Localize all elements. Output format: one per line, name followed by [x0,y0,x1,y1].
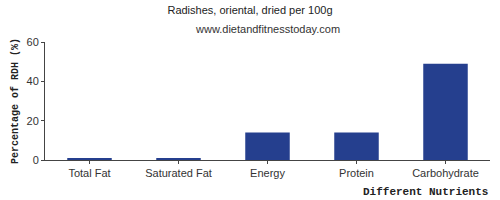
svg-text:Saturated Fat: Saturated Fat [145,167,212,179]
svg-text:Different Nutrients: Different Nutrients [363,186,488,198]
svg-text:www.dietandfitnesstoday.com: www.dietandfitnesstoday.com [195,23,340,35]
svg-text:Carbohydrate: Carbohydrate [412,167,479,179]
svg-text:Total Fat: Total Fat [68,167,110,179]
svg-text:0: 0 [33,154,39,166]
svg-text:60: 60 [27,36,39,48]
svg-text:Radishes, oriental, dried per: Radishes, oriental, dried per 100g [167,4,332,16]
svg-text:20: 20 [27,115,39,127]
svg-text:40: 40 [27,75,39,87]
svg-text:Energy: Energy [250,167,285,179]
svg-text:Percentage of RDH (%): Percentage of RDH (%) [10,38,21,164]
svg-text:Protein: Protein [339,167,374,179]
